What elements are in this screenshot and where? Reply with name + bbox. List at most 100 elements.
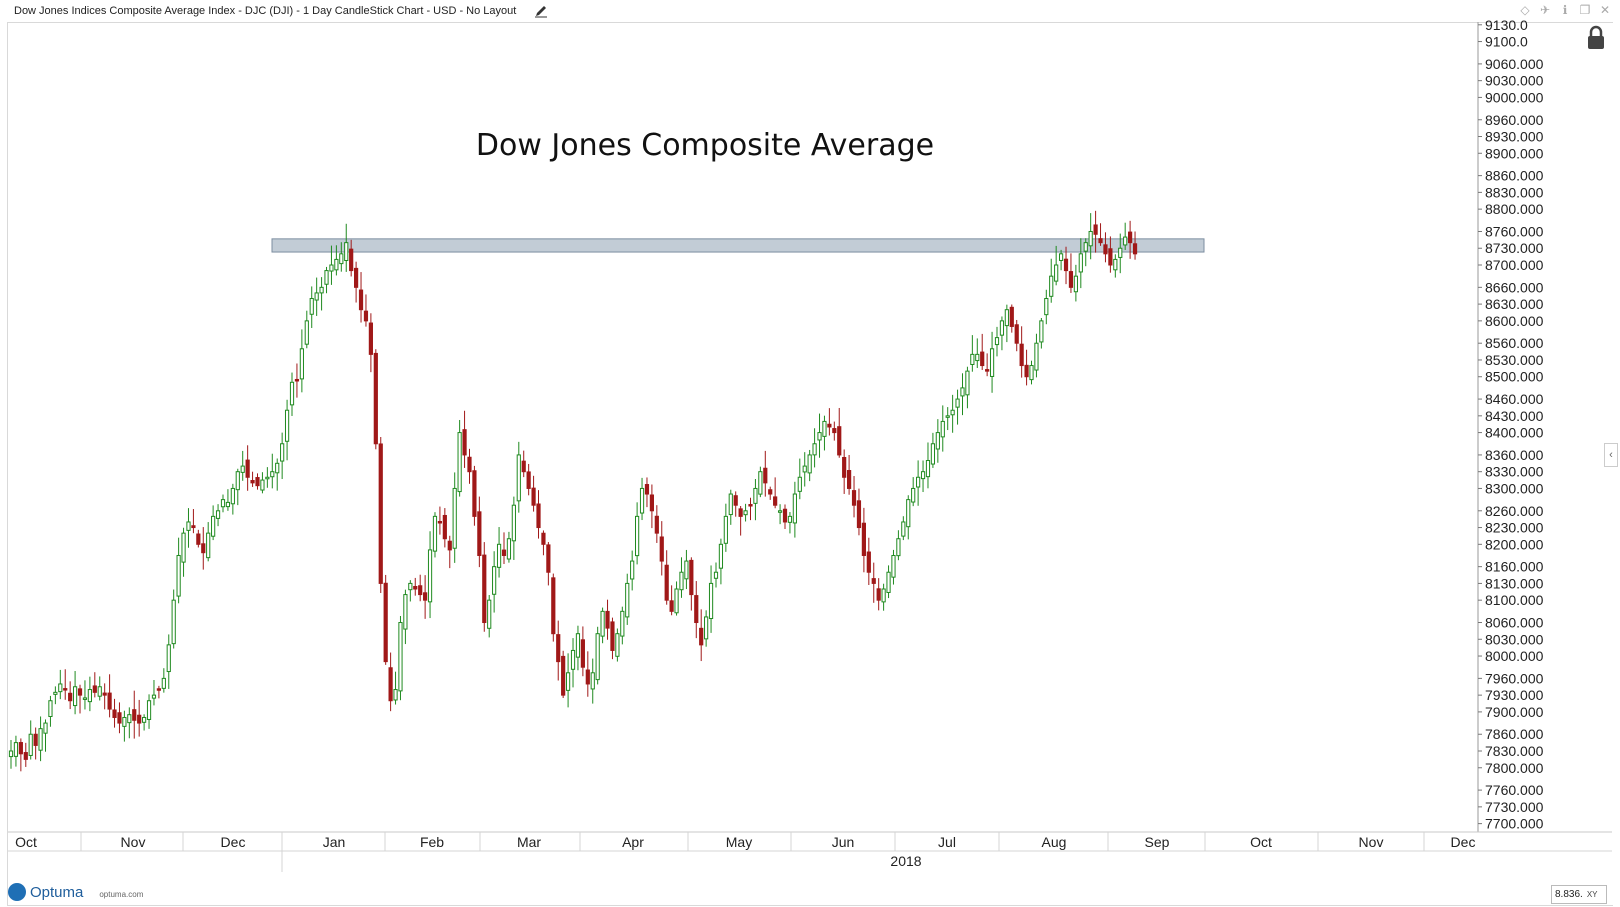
candle	[704, 610, 709, 647]
candle	[442, 508, 447, 548]
lock-icon[interactable]	[1585, 25, 1607, 51]
y-tick-label: 7800.000	[1485, 760, 1544, 776]
candle	[960, 373, 965, 416]
candle	[595, 626, 600, 685]
brand-url: optuma.com	[99, 889, 144, 899]
candle	[768, 486, 773, 500]
y-tick-label: 8300.000	[1485, 480, 1544, 496]
restore-icon[interactable]: ❐	[1579, 3, 1591, 17]
candle	[43, 719, 48, 752]
candle	[496, 527, 502, 578]
y-tick-label: 8030.000	[1485, 631, 1544, 647]
brand: Optuma optuma.com	[8, 883, 143, 901]
y-tick-label: 8330.000	[1485, 464, 1544, 480]
candle	[777, 504, 783, 525]
diamond-icon[interactable]: ◇	[1520, 3, 1530, 17]
candle	[329, 245, 334, 285]
close-icon[interactable]: ✕	[1599, 3, 1611, 17]
candle	[82, 680, 88, 710]
candle	[1108, 236, 1113, 273]
candle	[280, 432, 285, 480]
y-tick-label: 8930.000	[1485, 129, 1544, 145]
candle	[142, 714, 147, 731]
candle	[615, 628, 620, 662]
candle	[565, 653, 571, 708]
candle	[832, 421, 837, 441]
resistance-band[interactable]	[271, 238, 1205, 253]
candle	[728, 489, 733, 525]
candle	[901, 516, 906, 541]
candle	[1024, 349, 1029, 386]
candle	[427, 531, 433, 619]
candle	[556, 620, 561, 681]
candle	[1063, 246, 1069, 285]
edit-icon[interactable]	[534, 4, 548, 18]
candle	[324, 266, 329, 294]
y-tick-label: 8860.000	[1485, 168, 1544, 184]
candle	[812, 428, 817, 468]
xy-mode[interactable]: XY	[1586, 890, 1598, 899]
candle	[782, 504, 788, 530]
price-readout[interactable]: 8.836. XY	[1551, 885, 1607, 904]
candle	[546, 542, 551, 586]
candle	[723, 503, 728, 552]
candle	[309, 286, 314, 328]
candle	[275, 458, 280, 491]
candle	[916, 460, 921, 506]
collapse-panel-icon[interactable]: ‹	[1604, 443, 1618, 467]
info-icon[interactable]: ℹ	[1562, 3, 1568, 17]
y-tick-label: 8500.000	[1485, 369, 1544, 385]
candle	[388, 652, 393, 712]
x-tick-label: Apr	[622, 834, 644, 850]
candle	[304, 310, 309, 349]
candle	[570, 638, 576, 688]
candle	[245, 445, 250, 491]
candle	[659, 521, 664, 576]
candle	[1049, 258, 1054, 303]
candle	[694, 581, 699, 639]
candle	[935, 419, 940, 463]
candle	[945, 407, 950, 431]
candle	[511, 496, 516, 560]
y-tick-label: 8230.000	[1485, 520, 1544, 536]
x-tick-label: Dec	[221, 834, 246, 850]
candle	[23, 742, 28, 767]
candle	[802, 452, 807, 487]
candle	[718, 538, 724, 585]
pin-icon[interactable]: ✈	[1539, 3, 1551, 17]
candle	[1044, 289, 1049, 325]
x-tick-label: Mar	[517, 834, 541, 850]
candle	[699, 609, 704, 662]
candle	[985, 353, 990, 377]
candle	[748, 497, 753, 521]
y-tick-label: 9060.000	[1485, 56, 1544, 72]
candle	[68, 681, 73, 710]
candle	[235, 468, 240, 506]
candle	[230, 483, 235, 515]
candle	[383, 574, 388, 665]
candle	[792, 481, 797, 538]
candle	[457, 419, 462, 497]
optuma-logo-icon	[8, 883, 26, 901]
candle	[630, 550, 635, 591]
candle	[151, 679, 157, 706]
x-tick-label: Jun	[832, 834, 855, 850]
x-tick-label: Oct	[15, 834, 37, 850]
candle	[260, 472, 265, 494]
y-tick-label: 8530.000	[1485, 352, 1544, 368]
y-tick-label: 8200.000	[1485, 536, 1544, 552]
candle	[689, 557, 694, 611]
candle	[989, 331, 995, 393]
candle	[63, 669, 68, 700]
y-tick-label: 8730.000	[1485, 240, 1544, 256]
candle	[354, 261, 359, 303]
x-tick-label: Nov	[1359, 834, 1384, 850]
candle	[117, 702, 122, 734]
x-tick-label: Oct	[1250, 834, 1272, 850]
y-tick-label: 7730.000	[1485, 799, 1544, 815]
candle	[255, 473, 260, 490]
candle	[940, 405, 945, 452]
candle	[861, 507, 866, 573]
candle	[181, 527, 186, 577]
